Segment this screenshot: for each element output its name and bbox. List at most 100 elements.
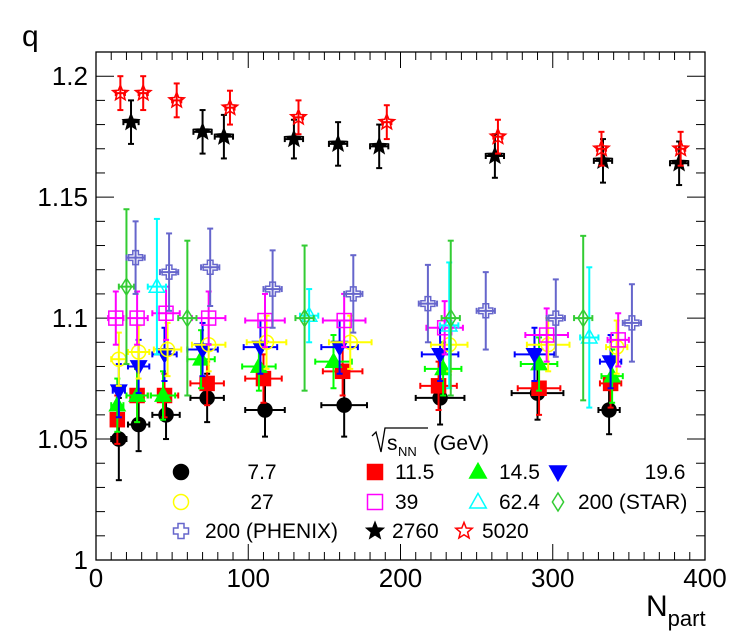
data-point: [580, 327, 599, 344]
legend-label: 7.7: [247, 461, 276, 484]
data-point: [181, 308, 194, 328]
data-point: [444, 308, 457, 328]
data-point: [121, 112, 141, 131]
series-200-STAR: [117, 208, 594, 402]
legend-entry: 14.5: [468, 461, 540, 484]
legend-marker: [364, 520, 386, 540]
legend-entry: 11.5: [366, 461, 434, 484]
y-tick-label: 1: [74, 545, 88, 575]
x-axis-label-main: N: [646, 590, 668, 623]
legend-marker: [468, 491, 488, 509]
y-tick-label: 1.2: [52, 61, 88, 91]
legend-title-unit: (GeV): [433, 432, 489, 455]
data-point: [147, 277, 166, 293]
legend-label: 39: [395, 491, 418, 514]
data-point: [159, 341, 176, 358]
legend-label: 27: [250, 491, 273, 514]
series-39: [107, 285, 630, 368]
data-point: [577, 308, 590, 328]
y-tick-label: 1.15: [37, 182, 88, 212]
data-point: [249, 356, 268, 373]
legend-marker: [366, 463, 384, 481]
series-5020: [110, 75, 691, 167]
legend-marker: [172, 493, 190, 511]
data-point: [130, 344, 147, 360]
legend-marker: [366, 493, 384, 511]
legend-label: 11.5: [395, 461, 434, 484]
legend-label: 19.6: [645, 461, 686, 484]
legend-entry: 62.4: [468, 491, 540, 514]
legend-entry: 27: [172, 491, 274, 514]
data-point: [202, 259, 218, 276]
x-axis-label: Npart: [646, 590, 706, 631]
data-point: [601, 355, 620, 372]
data-point: [377, 112, 397, 131]
data-point: [336, 397, 352, 413]
series-2760: [121, 99, 690, 187]
data-point: [108, 395, 127, 412]
data-point: [601, 402, 617, 418]
x-axis-label-sub: part: [668, 606, 706, 631]
legend-marker: [468, 461, 488, 479]
data-point: [127, 249, 144, 266]
legend-entry: 19.6: [548, 461, 686, 484]
legend-title: s NN (GeV): [371, 427, 489, 459]
data-point: [420, 295, 436, 312]
legend-marker: [172, 463, 190, 481]
data-point: [192, 349, 211, 366]
legend-entry: 7.7: [172, 461, 277, 484]
data-point: [298, 308, 311, 328]
x-tick-label: 400: [683, 563, 726, 593]
data-point: [525, 348, 544, 364]
legend-label: 5020: [482, 520, 529, 543]
legend-marker: [453, 520, 475, 540]
data-point: [220, 97, 240, 116]
data-point: [624, 315, 640, 331]
data-point: [671, 138, 691, 157]
data-point: [258, 334, 275, 351]
data-point: [161, 264, 177, 280]
data-point: [345, 286, 362, 302]
y-tick-label: 1.05: [37, 424, 88, 454]
legend-label: 2760: [392, 520, 439, 543]
legend-entry: 2760: [364, 520, 439, 543]
legend-entry: 5020: [453, 520, 529, 543]
data-point: [158, 305, 174, 322]
y-axis-label: q: [22, 20, 39, 53]
x-tick-label: 100: [227, 563, 270, 593]
data-point: [430, 378, 447, 394]
data-point: [264, 281, 281, 297]
data-point: [324, 352, 343, 368]
data-point: [110, 83, 130, 102]
legend-marker: [548, 465, 568, 483]
legend-label: 200 (PHENIX): [205, 520, 338, 543]
x-tick-label: 300: [531, 563, 574, 593]
legend-entry: 200 (STAR): [551, 491, 687, 514]
data-point: [214, 126, 234, 145]
data-point: [108, 310, 124, 326]
data-point: [167, 90, 187, 109]
data-point: [328, 133, 348, 153]
data-point: [488, 126, 508, 145]
series-200-PHENIX: [125, 220, 643, 363]
legend-entry: 200 (PHENIX): [172, 520, 338, 543]
data-point: [669, 153, 689, 172]
data-point: [538, 327, 555, 343]
legend-label: 200 (STAR): [578, 491, 687, 514]
legend-marker: [551, 491, 565, 513]
data-point: [603, 366, 622, 383]
data-point: [336, 312, 352, 329]
data-point: [154, 385, 172, 402]
legend-title-s: s: [387, 432, 398, 455]
legend-label: 14.5: [499, 461, 540, 484]
data-point: [593, 150, 613, 170]
data-point: [288, 107, 309, 126]
data-point: [284, 128, 304, 148]
x-tick-label: 200: [379, 563, 422, 593]
data-point: [120, 276, 133, 297]
x-tick-label: 0: [89, 563, 103, 593]
data-point: [130, 416, 147, 433]
legend-entry: 39: [366, 491, 418, 514]
data-point: [610, 332, 626, 348]
